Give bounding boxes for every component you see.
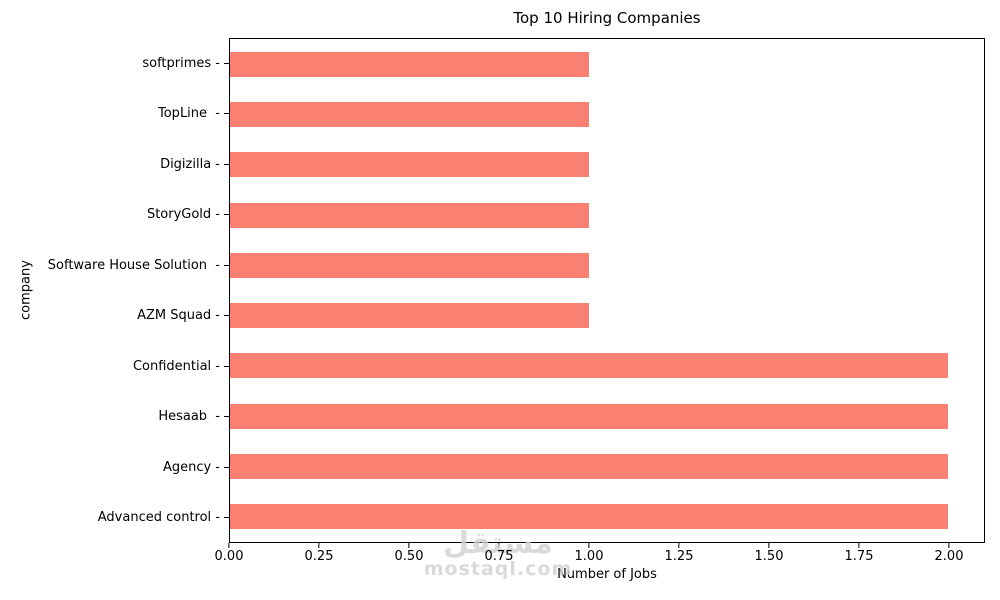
- plot-area: [229, 38, 985, 543]
- x-tick-mark: [498, 543, 500, 548]
- y-tick-mark-row: [224, 190, 229, 241]
- y-tick-mark: [224, 517, 229, 519]
- x-tick-label: 1.75: [844, 549, 874, 564]
- bar-row: [230, 492, 984, 542]
- y-tick-mark-row: [224, 392, 229, 443]
- y-tick-mark: [224, 214, 229, 216]
- bar-row: [230, 290, 984, 340]
- bar: [230, 202, 590, 228]
- y-axis-tick-labels: softprimes - TopLine - Digizilla - StoryGol…: [0, 38, 220, 543]
- x-tick-label: 1.50: [754, 549, 784, 564]
- x-tick-label: 0.50: [394, 549, 424, 564]
- y-tick-label: softprimes -: [142, 55, 220, 71]
- x-tick-mark: [678, 543, 680, 548]
- y-axis-tick-marks: [224, 38, 229, 543]
- x-tick-label: 0.75: [484, 549, 514, 564]
- y-tick-mark: [224, 163, 229, 165]
- y-tick-label: Agency -: [162, 459, 220, 475]
- x-axis-tick-marks: [228, 543, 985, 548]
- bar: [230, 101, 590, 127]
- y-tick-label: StoryGold -: [146, 207, 220, 223]
- bar-row: [230, 190, 984, 240]
- y-tick-mark-row: [224, 291, 229, 342]
- y-tick-mark-row: [224, 341, 229, 392]
- y-tick-label: Software House Solution -: [47, 257, 220, 273]
- x-tick-mark: [318, 543, 320, 548]
- x-tick-label: 0.25: [304, 549, 334, 564]
- bar-row: [230, 140, 984, 190]
- y-tick-label: Confidential -: [132, 358, 220, 374]
- bar: [230, 152, 590, 178]
- y-tick-mark: [224, 416, 229, 418]
- x-tick-mark: [588, 543, 590, 548]
- y-tick-mark: [224, 315, 229, 317]
- y-tick-mark-row: [224, 240, 229, 291]
- y-tick-mark-row: [224, 38, 229, 89]
- chart-title: Top 10 Hiring Companies: [513, 9, 701, 27]
- y-tick-label: TopLine -: [158, 106, 220, 122]
- bar: [230, 454, 949, 480]
- bar-row: [230, 39, 984, 89]
- y-tick-mark-row: [224, 493, 229, 544]
- bar-row: [230, 341, 984, 391]
- bar-row: [230, 391, 984, 441]
- bars-container: [230, 39, 984, 542]
- x-tick-mark: [228, 543, 230, 548]
- bar: [230, 51, 590, 77]
- y-tick-mark-row: [224, 442, 229, 493]
- bar: [230, 504, 949, 530]
- y-tick-mark: [224, 466, 229, 468]
- x-tick-mark: [948, 543, 950, 548]
- bar-row: [230, 441, 984, 491]
- x-tick-label: 2.00: [934, 549, 964, 564]
- x-tick-label: 1.25: [664, 549, 694, 564]
- y-tick-label: Hesaab -: [158, 409, 220, 425]
- y-tick-label: Advanced control -: [97, 510, 220, 526]
- bar: [230, 353, 949, 379]
- x-tick-mark: [408, 543, 410, 548]
- y-tick-mark: [224, 113, 229, 115]
- bar-row: [230, 89, 984, 139]
- bar-row: [230, 240, 984, 290]
- x-tick-mark: [858, 543, 860, 548]
- x-tick-label: 1.00: [574, 549, 604, 564]
- y-tick-mark-row: [224, 89, 229, 140]
- y-tick-mark: [224, 62, 229, 64]
- x-tick-mark: [768, 543, 770, 548]
- y-tick-mark: [224, 365, 229, 367]
- bar: [230, 252, 590, 278]
- y-tick-label: AZM Squad -: [137, 308, 220, 324]
- bar: [230, 303, 590, 329]
- x-axis-tick-labels: 0.00 0.25 0.50 0.75 1.00 1.25 1.50 1.75 2.00: [215, 549, 985, 566]
- y-tick-label: Digizilla -: [160, 156, 220, 172]
- x-axis-title: Number of Jobs: [557, 567, 657, 582]
- y-tick-mark: [224, 264, 229, 266]
- x-tick-label: 0.00: [214, 549, 244, 564]
- bar: [230, 403, 949, 429]
- y-tick-mark-row: [224, 139, 229, 190]
